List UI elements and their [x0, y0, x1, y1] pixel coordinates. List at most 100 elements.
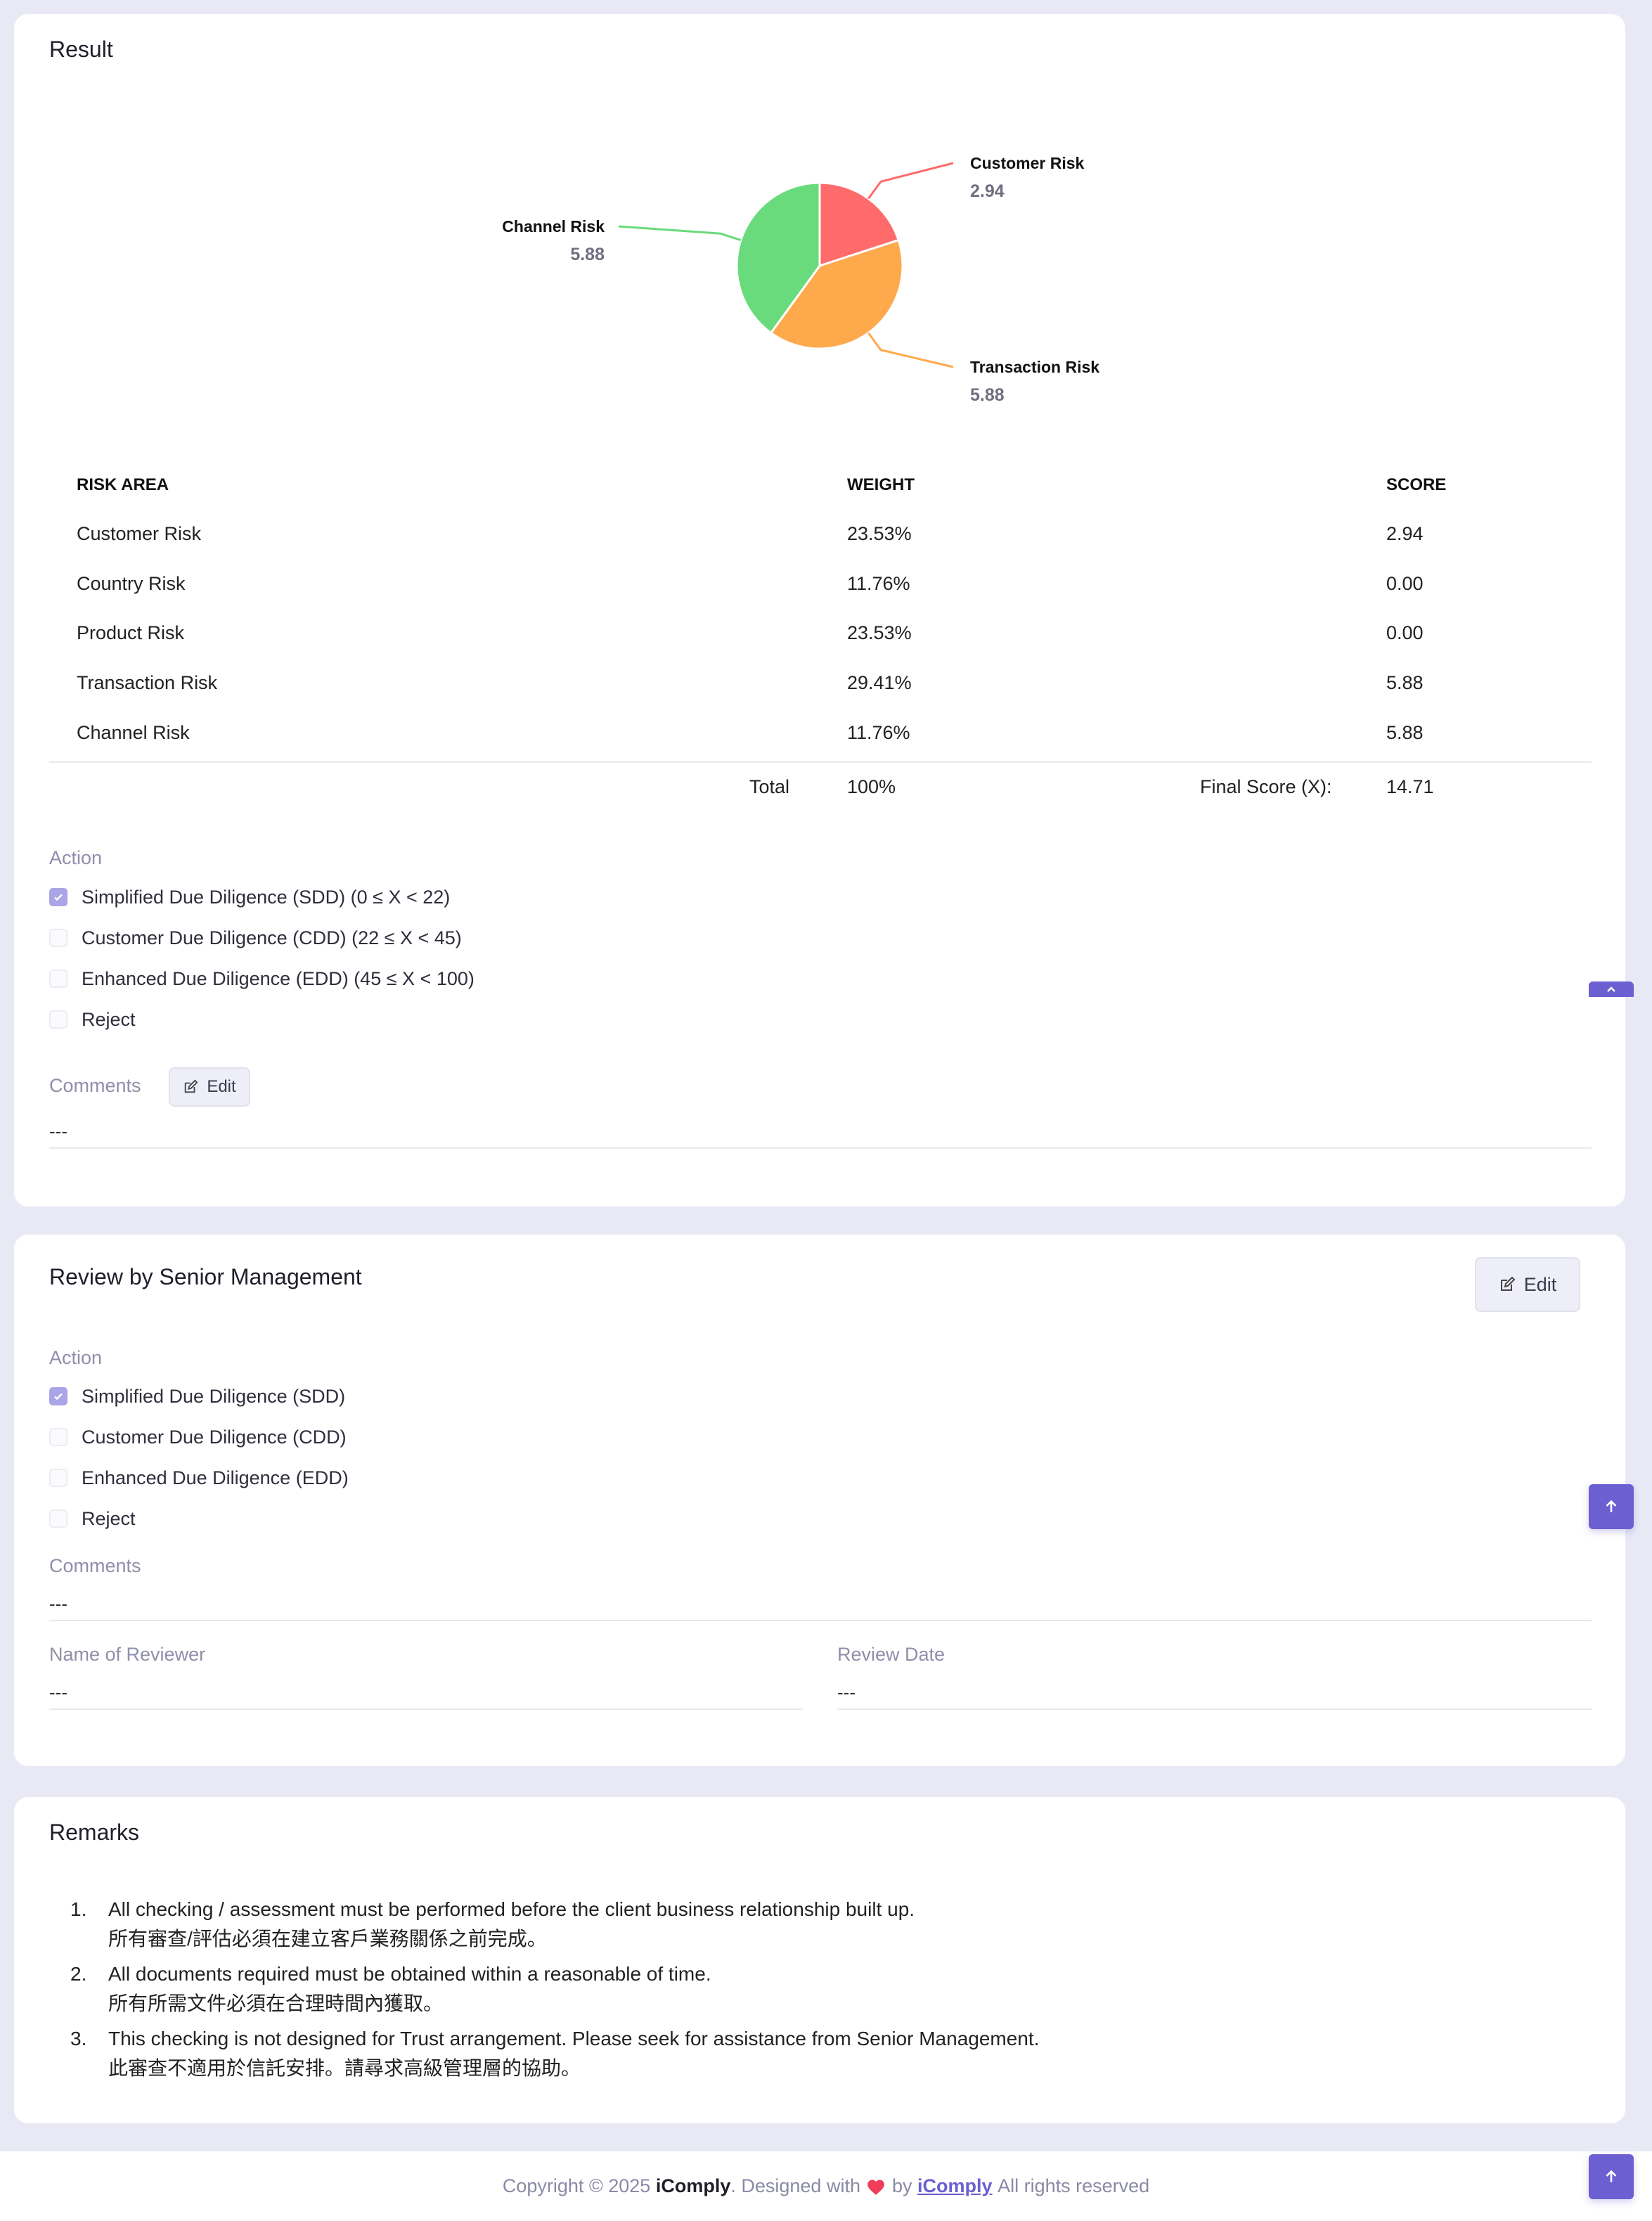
- review-option-edd[interactable]: Enhanced Due Diligence (EDD): [49, 1464, 349, 1492]
- action-option-reject[interactable]: Reject: [49, 1005, 136, 1034]
- remarks-list: 1. All checking / assessment must be per…: [56, 1895, 1039, 2089]
- footer-brand: iComply: [655, 2175, 731, 2196]
- scroll-top-button-footer[interactable]: [1589, 2154, 1634, 2199]
- review-date-label: Review Date: [837, 1644, 946, 1665]
- review-comments-label: Comments: [49, 1555, 141, 1576]
- remarks-title: Remarks: [49, 1820, 140, 1845]
- designed-text: . Designed with: [730, 2175, 860, 2196]
- scroll-top-button[interactable]: [1589, 1484, 1634, 1529]
- review-action-label: Action: [49, 1347, 103, 1368]
- by-text: by: [892, 2175, 912, 2196]
- review-option-cdd[interactable]: Customer Due Diligence (CDD): [49, 1423, 347, 1451]
- comments-underline: [49, 1147, 1592, 1149]
- col-header-risk-area: RISK AREA: [77, 475, 169, 494]
- action-option-sdd[interactable]: Simplified Due Diligence (SDD) (0 ≤ X < …: [49, 883, 450, 911]
- risk-area-cell: Channel Risk: [77, 722, 190, 743]
- edit-icon: [1500, 1276, 1516, 1291]
- edit-icon: [185, 1079, 198, 1093]
- rights-text: All rights reserved: [998, 2175, 1150, 2196]
- remark-en: All documents required must be obtained …: [108, 1963, 711, 1985]
- total-weight: 100%: [847, 776, 896, 797]
- pie-value: 2.94: [970, 181, 1005, 201]
- remark-zh: 所有所需文件必須在合理時間內獲取。: [108, 1993, 444, 2014]
- action-option-label: Simplified Due Diligence (SDD) (0 ≤ X < …: [82, 886, 451, 908]
- result-title: Result: [49, 37, 113, 62]
- pie-label: Channel Risk: [502, 217, 605, 236]
- review-option-label: Reject: [82, 1507, 136, 1529]
- pie-value: 5.88: [570, 245, 605, 264]
- checkbox-sdd[interactable]: [49, 888, 67, 906]
- footer: Copyright © 2025 iComply. Designed with …: [0, 2151, 1652, 2221]
- comments-value: ---: [49, 1121, 67, 1142]
- action-option-label: Reject: [82, 1008, 136, 1030]
- checkbox-cdd[interactable]: [49, 929, 67, 947]
- comments-label: Comments: [49, 1075, 141, 1096]
- remark-en: All checking / assessment must be perfor…: [108, 1898, 915, 1920]
- total-label: Total: [749, 776, 790, 797]
- edit-label: Edit: [207, 1077, 236, 1096]
- review-option-reject[interactable]: Reject: [49, 1505, 136, 1533]
- review-date-underline: [837, 1708, 1592, 1710]
- checkbox-edd[interactable]: [49, 970, 67, 988]
- checkbox-edd[interactable]: [49, 1469, 67, 1487]
- review-title: Review by Senior Management: [49, 1264, 362, 1289]
- heart-icon: [867, 2180, 885, 2195]
- score-cell: 5.88: [1386, 672, 1424, 693]
- review-option-sdd[interactable]: Simplified Due Diligence (SDD): [49, 1382, 345, 1410]
- review-option-label: Enhanced Due Diligence (EDD): [82, 1467, 349, 1488]
- weight-cell: 29.41%: [847, 672, 912, 693]
- action-option-edd[interactable]: Enhanced Due Diligence (EDD) (45 ≤ X < 1…: [49, 965, 475, 993]
- risk-area-cell: Customer Risk: [77, 523, 202, 544]
- score-cell: 5.88: [1386, 722, 1424, 743]
- pie-value: 5.88: [970, 385, 1005, 405]
- pie-label: Customer Risk: [970, 154, 1085, 172]
- final-score-value: 14.71: [1386, 776, 1434, 797]
- checkbox-reject[interactable]: [49, 1509, 67, 1528]
- checkbox-sdd[interactable]: [49, 1387, 67, 1405]
- footer-brand-link[interactable]: iComply: [917, 2175, 993, 2196]
- score-cell: 0.00: [1386, 573, 1424, 594]
- score-cell: 2.94: [1386, 523, 1424, 544]
- col-header-score: SCORE: [1386, 475, 1447, 494]
- edit-label: Edit: [1523, 1273, 1557, 1295]
- weight-cell: 23.53%: [847, 622, 912, 643]
- score-cell: 0.00: [1386, 622, 1424, 643]
- review-comments-value: ---: [49, 1593, 67, 1614]
- action-option-cdd[interactable]: Customer Due Diligence (CDD) (22 ≤ X < 4…: [49, 924, 462, 952]
- pie-slice-customer-risk[interactable]: [818, 181, 901, 268]
- review-date-value: ---: [837, 1682, 856, 1703]
- pie-leader-line: [618, 225, 742, 241]
- final-score-label: Final Score (X):: [1200, 776, 1332, 797]
- pie-leader-line: [867, 162, 954, 200]
- arrow-up-icon: [1606, 2170, 1617, 2182]
- review-comments-underline: [49, 1620, 1592, 1621]
- remark-item: 3. This checking is not designed for Tru…: [56, 2024, 1039, 2083]
- action-option-label: Enhanced Due Diligence (EDD) (45 ≤ X < 1…: [82, 967, 475, 989]
- copyright-text: Copyright © 2025: [502, 2175, 651, 2196]
- col-header-weight: WEIGHT: [847, 475, 915, 494]
- risk-area-cell: Transaction Risk: [77, 672, 218, 693]
- action-label: Action: [49, 847, 103, 868]
- remark-zh: 所有審查/評估必須在建立客戶業務關係之前完成。: [108, 1928, 547, 1950]
- review-option-label: Simplified Due Diligence (SDD): [82, 1385, 346, 1407]
- remark-zh: 此審查不適用於信託安排。請尋求高級管理層的協助。: [108, 2057, 581, 2079]
- arrow-up-icon: [1607, 986, 1615, 992]
- reviewer-name-value: ---: [49, 1682, 67, 1703]
- risk-area-cell: Country Risk: [77, 573, 186, 594]
- remark-item: 1. All checking / assessment must be per…: [56, 1895, 1039, 1954]
- remark-item: 2. All documents required must be obtain…: [56, 1959, 1039, 2019]
- review-edit-button[interactable]: Edit: [1475, 1257, 1580, 1312]
- weight-cell: 11.76%: [847, 573, 910, 594]
- scroll-top-button-partial[interactable]: [1589, 981, 1634, 997]
- pie-slice-transaction-risk[interactable]: [769, 238, 904, 350]
- remarks-card: Remarks: [14, 1797, 1625, 2123]
- review-card: Review by Senior Management: [14, 1235, 1625, 1766]
- pie-slice-channel-risk[interactable]: [735, 181, 821, 335]
- checkbox-cdd[interactable]: [49, 1428, 67, 1446]
- weight-cell: 11.76%: [847, 722, 910, 743]
- pie-leader-line: [867, 332, 954, 368]
- weight-cell: 23.53%: [847, 523, 912, 544]
- comments-edit-button[interactable]: Edit: [169, 1067, 250, 1107]
- table-divider: [49, 761, 1592, 763]
- checkbox-reject[interactable]: [49, 1010, 67, 1029]
